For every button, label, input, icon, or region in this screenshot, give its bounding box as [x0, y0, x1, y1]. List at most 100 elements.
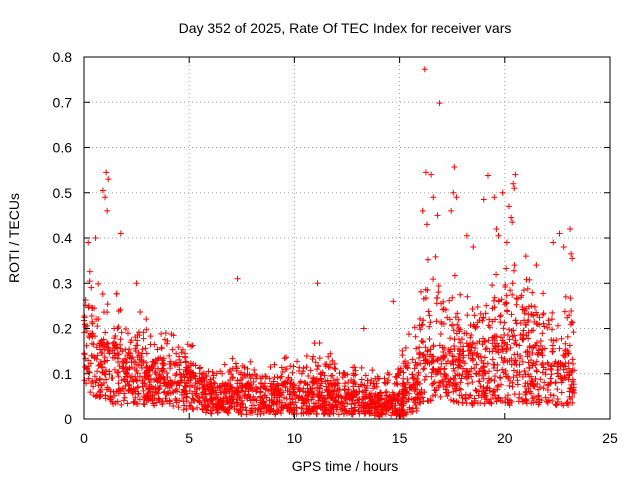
data-point — [81, 377, 88, 384]
data-point — [356, 388, 363, 395]
data-point — [362, 410, 369, 417]
data-point — [171, 378, 178, 385]
data-point — [309, 406, 316, 413]
data-point — [161, 336, 168, 343]
data-point — [221, 385, 228, 392]
data-point — [486, 324, 493, 331]
data-point — [109, 374, 116, 381]
data-point — [522, 253, 529, 260]
data-point — [535, 392, 542, 399]
data-point — [493, 333, 500, 340]
data-point — [541, 345, 548, 352]
data-point — [220, 403, 227, 410]
data-point — [102, 367, 109, 374]
data-point — [330, 404, 337, 411]
data-point — [228, 400, 235, 407]
data-point — [565, 350, 572, 357]
data-point — [115, 308, 122, 315]
data-point — [125, 387, 132, 394]
data-point — [229, 374, 236, 381]
data-point — [281, 355, 288, 362]
data-point — [442, 371, 449, 378]
data-point — [432, 371, 439, 378]
data-point — [412, 396, 419, 403]
data-point — [152, 386, 159, 393]
data-point — [504, 341, 511, 348]
data-point — [511, 391, 518, 398]
data-point — [329, 381, 336, 388]
data-point — [445, 378, 452, 385]
data-point — [545, 317, 552, 324]
data-point — [188, 399, 195, 406]
data-point — [266, 402, 273, 409]
data-point — [132, 345, 139, 352]
data-point — [180, 398, 187, 405]
data-point — [355, 408, 362, 415]
data-point — [96, 394, 103, 401]
data-point — [308, 388, 315, 395]
data-point — [106, 350, 113, 357]
data-point — [445, 375, 452, 382]
data-point — [521, 368, 528, 375]
data-point — [305, 373, 312, 380]
data-point — [314, 280, 321, 287]
data-point — [569, 255, 576, 262]
data-point — [514, 377, 521, 384]
data-point — [183, 364, 190, 371]
data-point — [128, 373, 135, 380]
data-point — [395, 372, 402, 379]
data-point — [268, 388, 275, 395]
data-point — [194, 404, 201, 411]
data-point — [480, 375, 487, 382]
data-point — [136, 396, 143, 403]
data-point — [247, 358, 254, 365]
data-point — [140, 335, 147, 342]
data-point — [491, 377, 498, 384]
data-point — [316, 394, 323, 401]
data-point — [309, 355, 316, 362]
data-point — [453, 387, 460, 394]
data-point — [471, 312, 478, 319]
data-point — [305, 405, 312, 412]
data-point — [166, 352, 173, 359]
data-point — [90, 341, 97, 348]
data-point — [103, 376, 110, 383]
data-point — [531, 394, 538, 401]
data-point — [462, 391, 469, 398]
data-point — [341, 405, 348, 412]
data-point — [463, 232, 470, 239]
data-point — [316, 355, 323, 362]
data-point — [400, 375, 407, 382]
data-point — [303, 352, 310, 359]
data-point — [209, 400, 216, 407]
data-point — [175, 404, 182, 411]
data-point — [181, 373, 188, 380]
data-point — [141, 380, 148, 387]
data-point — [89, 320, 96, 327]
data-point — [262, 373, 269, 380]
data-point — [182, 350, 189, 357]
data-point — [449, 382, 456, 389]
data-point — [134, 384, 141, 391]
data-point — [311, 340, 318, 347]
data-point — [517, 294, 524, 301]
data-point — [515, 394, 522, 401]
data-point — [395, 391, 402, 398]
data-point — [241, 364, 248, 371]
data-point — [282, 383, 289, 390]
data-point — [472, 387, 479, 394]
data-point — [390, 298, 397, 305]
data-point — [562, 340, 569, 347]
data-point — [336, 370, 343, 377]
data-point — [98, 350, 105, 357]
data-point — [554, 386, 561, 393]
data-point — [283, 395, 290, 402]
data-point — [564, 348, 571, 355]
data-point — [477, 383, 484, 390]
data-point — [255, 406, 262, 413]
data-point — [143, 326, 150, 333]
data-point — [361, 388, 368, 395]
data-point — [216, 402, 223, 409]
data-point — [304, 389, 311, 396]
data-point — [494, 383, 501, 390]
